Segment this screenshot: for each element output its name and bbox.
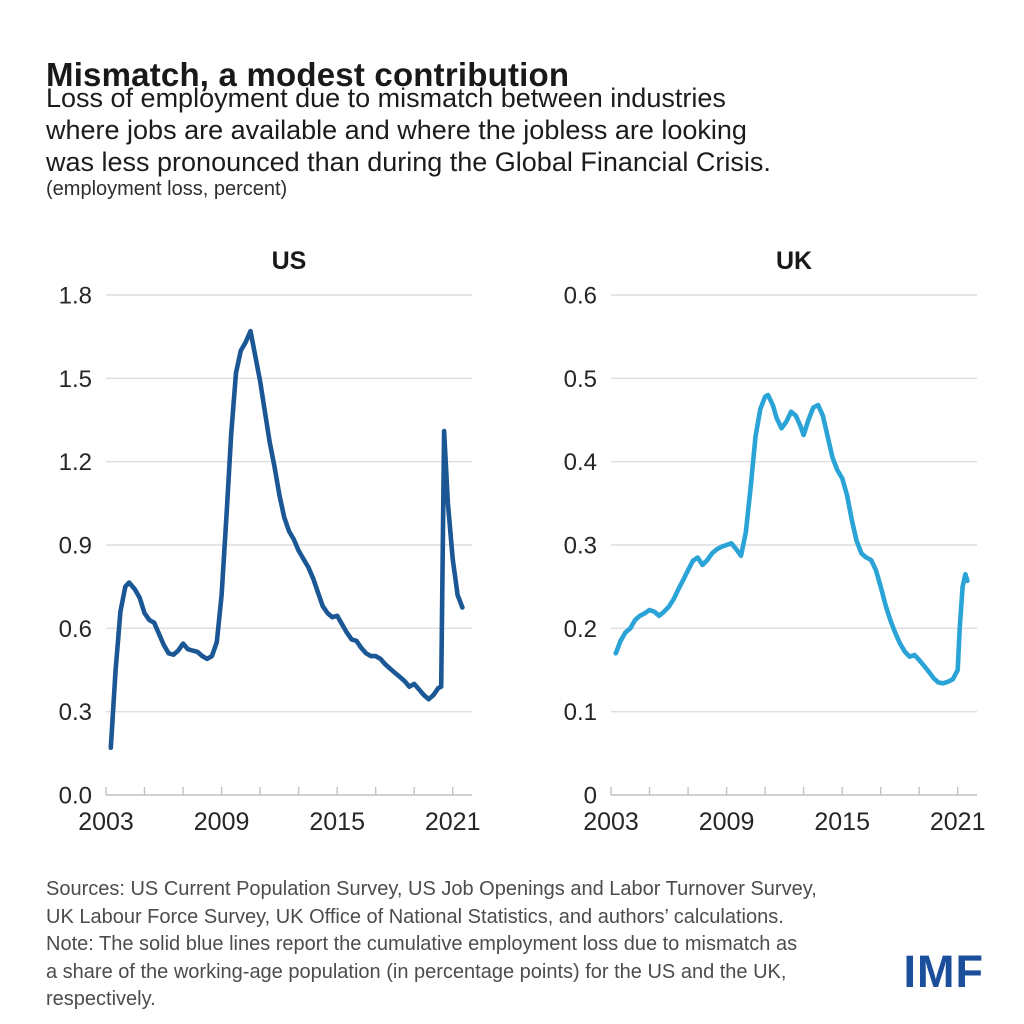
- note-line: respectively.: [46, 988, 156, 1010]
- uk-series-line: [613, 392, 970, 686]
- units-label: (employment loss, percent): [46, 178, 288, 200]
- y-axis-label: 0.0: [59, 783, 92, 810]
- us-series-line-svg: US 0.0 0.3 0.6 0.9 1.2 1.5 1.8 2003 2009 2015 2021: [59, 247, 481, 836]
- panel-title: UK: [776, 247, 812, 275]
- y-axis-label: 0.6: [564, 283, 597, 310]
- x-axis-label: 2021: [425, 808, 481, 836]
- source-line: UK Labour Force Survey, UK Office of Nat…: [46, 905, 784, 928]
- y-axis-label: 0.5: [564, 366, 597, 393]
- y-axis-label: 1.2: [59, 449, 92, 476]
- y-axis-label: 0.2: [564, 616, 597, 643]
- y-axis-label: 0: [584, 783, 597, 810]
- y-axis-label: 0.6: [59, 616, 92, 643]
- note-line: a share of the working-age population (i…: [46, 960, 787, 983]
- subtitle-line: Loss of employment due to mismatch betwe…: [46, 83, 726, 113]
- uk-line-chart: UK 0 0.1 0.2 0.3 0.4 0.5 0.6 2003 2009 2015 2021: [545, 240, 990, 840]
- page-title: Mismatch, a modest contribution: [46, 56, 570, 94]
- y-axis-label: 0.3: [59, 699, 92, 726]
- y-axis-label: 0.9: [59, 533, 92, 560]
- us-series-line: [108, 328, 465, 751]
- note-line: Note: The solid blue lines report the cu…: [46, 933, 798, 955]
- us-line-chart: US 0.0 0.3 0.6 0.9 1.2 1.5 1.8 2003 2009 2015 2021: [40, 240, 485, 840]
- panel-title: US: [272, 247, 307, 275]
- y-axis-label: 0.4: [564, 449, 597, 476]
- subtitle-line: where jobs are available and where the j…: [46, 115, 747, 145]
- subtitle-line: was less pronounced than during the Glob…: [46, 147, 771, 177]
- uk-series-line-svg: UK 0 0.1 0.2 0.3 0.4 0.5 0.6 2003 2009 2015 2021: [564, 247, 986, 836]
- chart-subtitle: Loss of employment due to mismatch betwe…: [46, 82, 771, 178]
- y-axis-label: 0.3: [564, 533, 597, 560]
- source-line: Sources: US Current Population Survey, U…: [46, 878, 817, 900]
- x-axis-label: 2021: [930, 808, 986, 836]
- x-axis-label: 2003: [583, 808, 639, 836]
- imf-logo: IMF: [903, 946, 984, 997]
- x-axis-label: 2009: [194, 808, 250, 836]
- x-axis-label: 2015: [309, 808, 365, 836]
- x-axis-label: 2003: [78, 808, 134, 836]
- y-axis-label: 0.1: [564, 699, 597, 726]
- y-axis-label: 1.5: [59, 366, 92, 393]
- y-axis-label: 1.8: [59, 283, 92, 310]
- x-axis-label: 2015: [814, 808, 870, 836]
- source-note: Sources: US Current Population Survey, U…: [46, 876, 817, 1014]
- x-axis-label: 2009: [699, 808, 755, 836]
